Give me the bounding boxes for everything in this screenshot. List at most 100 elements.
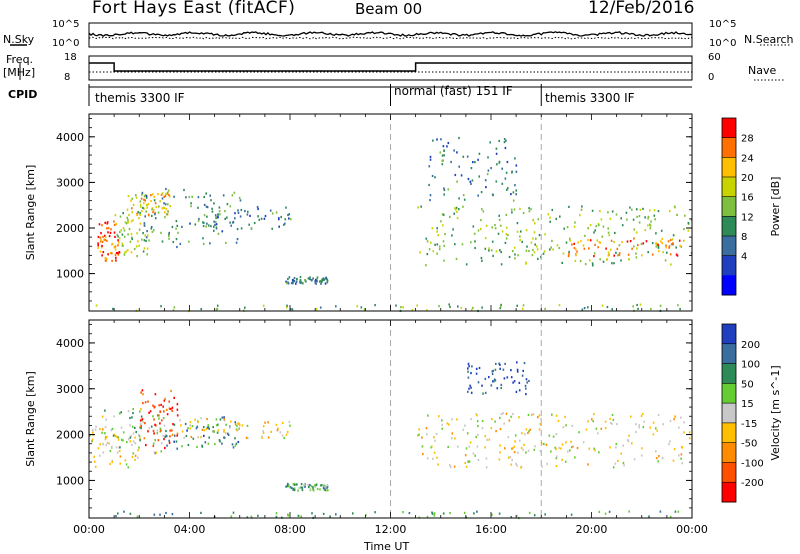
data-pixel xyxy=(426,240,429,243)
data-pixel xyxy=(571,446,573,449)
data-pixel xyxy=(307,277,310,280)
data-pixel xyxy=(246,213,249,216)
data-pixel xyxy=(606,305,609,309)
data-pixel xyxy=(91,429,94,432)
data-pixel xyxy=(432,139,434,142)
data-pixel xyxy=(120,229,123,232)
data-pixel xyxy=(117,244,119,247)
power-scatter-region xyxy=(417,205,693,267)
data-pixel xyxy=(581,308,584,311)
data-pixel xyxy=(244,306,246,309)
data-pixel xyxy=(115,435,118,438)
data-pixel xyxy=(207,424,209,427)
data-pixel xyxy=(665,246,667,249)
data-pixel xyxy=(179,242,182,245)
power-scatter-region xyxy=(141,187,242,249)
data-pixel xyxy=(97,244,99,247)
data-pixel xyxy=(291,279,294,282)
nsky-tick-top: 10^5 xyxy=(52,19,80,30)
data-pixel xyxy=(316,487,319,491)
colorbar-tick-label: 24 xyxy=(741,153,754,164)
data-pixel xyxy=(203,221,205,224)
data-pixel xyxy=(494,227,497,230)
data-pixel xyxy=(533,514,536,517)
data-pixel xyxy=(183,188,185,192)
data-pixel xyxy=(145,194,148,197)
data-pixel xyxy=(101,244,103,247)
data-pixel xyxy=(113,415,115,418)
data-pixel xyxy=(476,510,478,513)
data-pixel xyxy=(588,247,590,250)
data-pixel xyxy=(116,451,119,454)
data-pixel xyxy=(165,511,167,515)
data-pixel xyxy=(626,240,629,243)
data-pixel xyxy=(131,211,133,214)
data-pixel xyxy=(123,510,125,513)
data-pixel xyxy=(139,419,142,422)
data-pixel xyxy=(244,209,246,213)
colorbar-segment xyxy=(722,216,736,237)
data-pixel xyxy=(99,240,102,243)
data-pixel xyxy=(641,412,644,416)
data-pixel xyxy=(503,138,506,141)
data-pixel xyxy=(598,510,601,513)
data-pixel xyxy=(574,259,577,262)
data-pixel xyxy=(537,416,539,419)
data-pixel xyxy=(474,454,476,457)
data-pixel xyxy=(139,222,142,225)
data-pixel xyxy=(464,461,466,465)
data-pixel xyxy=(527,431,529,435)
velocity-y-axis-title: Slant Range [km] xyxy=(24,371,37,467)
data-pixel xyxy=(557,419,560,422)
data-pixel xyxy=(672,459,675,462)
data-pixel xyxy=(143,222,146,225)
data-pixel xyxy=(502,412,504,415)
data-pixel xyxy=(550,246,552,249)
data-pixel xyxy=(310,279,313,282)
data-pixel xyxy=(136,212,138,215)
data-pixel xyxy=(127,195,130,198)
data-pixel xyxy=(161,419,163,422)
data-pixel xyxy=(111,252,113,255)
data-pixel xyxy=(474,161,476,164)
data-pixel xyxy=(142,206,144,209)
colorbar-tick-label: 100 xyxy=(741,360,760,371)
colorbar-tick-label: -200 xyxy=(741,478,764,489)
data-pixel xyxy=(528,511,531,514)
data-pixel xyxy=(300,515,302,518)
data-pixel xyxy=(507,436,510,439)
data-pixel xyxy=(165,435,168,438)
data-pixel xyxy=(129,436,132,439)
data-pixel xyxy=(592,420,594,423)
data-pixel xyxy=(110,429,113,432)
data-pixel xyxy=(446,145,448,148)
data-pixel xyxy=(567,450,569,453)
data-pixel xyxy=(151,207,154,210)
data-pixel xyxy=(114,253,117,256)
data-pixel xyxy=(616,423,618,426)
data-pixel xyxy=(315,282,317,285)
data-pixel xyxy=(301,486,304,489)
data-pixel xyxy=(124,251,126,254)
data-pixel xyxy=(131,443,133,446)
data-pixel xyxy=(108,442,110,445)
data-pixel xyxy=(485,224,488,227)
data-pixel xyxy=(561,458,563,461)
data-pixel xyxy=(472,161,474,164)
data-pixel xyxy=(494,368,497,371)
data-pixel xyxy=(463,511,466,514)
y-tick-label: 1000 xyxy=(56,268,84,281)
data-pixel xyxy=(555,433,558,436)
data-pixel xyxy=(227,432,229,435)
data-pixel xyxy=(320,282,322,285)
data-pixel xyxy=(499,363,501,366)
data-pixel xyxy=(430,241,432,244)
data-pixel xyxy=(236,238,239,241)
data-pixel xyxy=(569,237,571,240)
data-pixel xyxy=(512,250,514,253)
data-pixel xyxy=(136,515,139,518)
data-pixel xyxy=(652,421,655,424)
data-pixel xyxy=(171,513,174,516)
velocity-scatter-region xyxy=(89,425,141,469)
data-pixel xyxy=(454,207,456,210)
